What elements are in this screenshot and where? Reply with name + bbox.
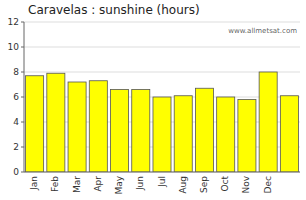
grid-line [24,47,300,48]
bar [259,72,277,172]
bar [26,76,44,172]
bar [111,90,129,173]
bar [132,90,150,173]
x-tick-label: Oct [220,176,230,192]
y-tick-label: 2 [13,142,19,152]
bar [280,96,298,172]
y-tick-label: 10 [8,42,20,52]
x-tick-label: Feb [50,176,60,192]
x-tick-label: Jan [29,176,39,191]
bar [217,97,235,172]
title: Caravelas : sunshine (hours) [28,3,200,17]
y-tick-label: 0 [13,167,19,177]
grid [24,22,300,172]
watermark: www.allmetsat.com [228,27,297,35]
x-tick-label: Jul [157,176,167,188]
chart: 0 2 4 6 8 10 12 Jan Feb Mar Apr May Jun Jul Aug Sep Oct N… [0,0,306,200]
grid-line [24,72,300,73]
x-tick-label: Mar [72,176,82,193]
bar [47,73,65,172]
bar [238,100,256,173]
x-tick-label: Dec [263,176,273,193]
x-tick-label: Apr [93,176,103,192]
bar [153,97,171,172]
bars [26,72,299,172]
bar [68,82,86,172]
y-tick-label: 8 [13,67,19,77]
chart-container: 0 2 4 6 8 10 12 Jan Feb Mar Apr May Jun Jul Aug Sep Oct N… [0,0,306,200]
x-tick-label: May [114,175,124,194]
bar [89,81,107,172]
grid-line [24,172,300,173]
x-tick-label: Nov [241,175,251,193]
y-tick-label: 12 [8,17,19,27]
x-tick-label: Aug [178,176,188,194]
grid-line [24,22,300,23]
bar [195,88,213,172]
x-tick-label: Sep [199,176,209,193]
y-tick-label: 6 [13,92,19,102]
x-axis [24,172,300,173]
y-tick-label: 4 [13,117,19,127]
x-tick-label: Jun [135,176,145,191]
bar [174,96,192,172]
y-axis [24,22,25,172]
